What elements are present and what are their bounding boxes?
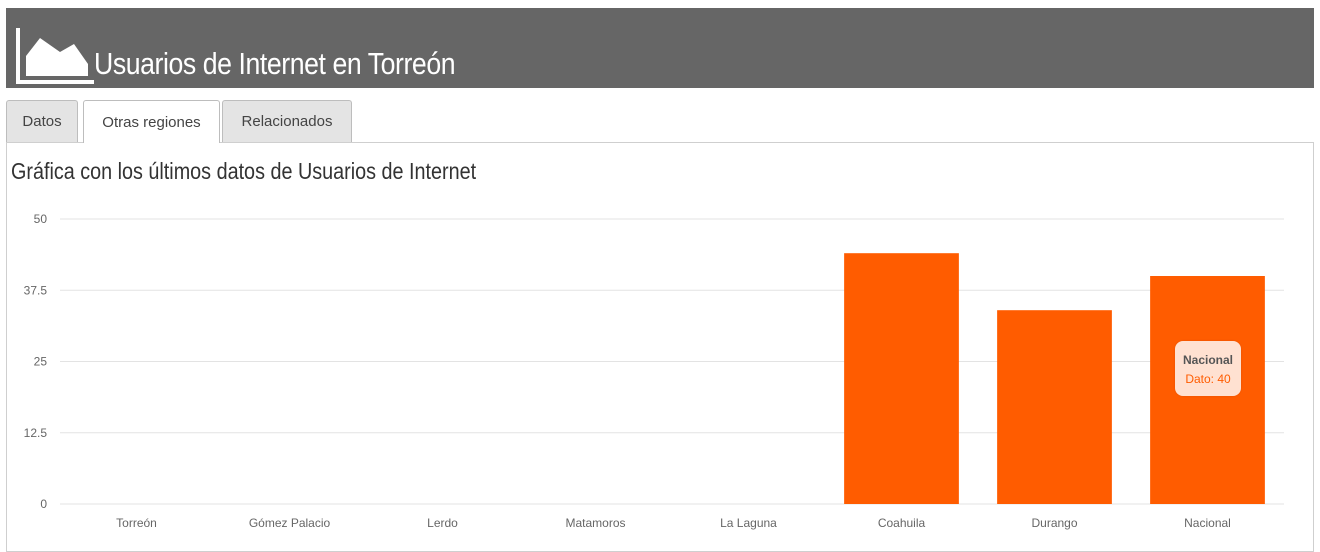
y-tick-label: 12.5: [24, 426, 48, 440]
area-chart-icon: [16, 28, 94, 84]
x-category-label: Gómez Palacio: [249, 516, 331, 530]
tab-otras-regiones[interactable]: Otras regiones: [83, 100, 220, 143]
x-category-label: Coahuila: [878, 516, 926, 530]
bar-durango: [997, 310, 1112, 504]
section-title: Gráfica con los últimos datos de Usuario…: [11, 158, 477, 184]
x-category-label: Nacional: [1184, 516, 1231, 530]
x-category-label: Matamoros: [565, 516, 625, 530]
tooltip-name: Nacional: [1182, 353, 1233, 367]
y-tick-label: 50: [34, 212, 48, 226]
bar-coahuila: [844, 253, 959, 504]
y-tick-label: 37.5: [24, 283, 48, 297]
x-category-label: Durango: [1031, 516, 1077, 530]
tab-relacionados[interactable]: Relacionados: [222, 100, 352, 142]
tooltip-value: Dato: 40: [1185, 372, 1231, 386]
x-category-label: Lerdo: [427, 516, 458, 530]
x-category-label: La Laguna: [720, 516, 777, 530]
tab-datos[interactable]: Datos: [6, 100, 78, 142]
y-tick-label: 25: [34, 355, 48, 369]
chart-tooltip: Nacional Dato: 40: [1175, 341, 1241, 396]
app-header: Usuarios de Internet en Torreón: [6, 8, 1314, 88]
x-category-label: Torreón: [116, 516, 157, 530]
page-title: Usuarios de Internet en Torreón: [94, 46, 456, 81]
y-tick-label: 0: [40, 497, 47, 511]
